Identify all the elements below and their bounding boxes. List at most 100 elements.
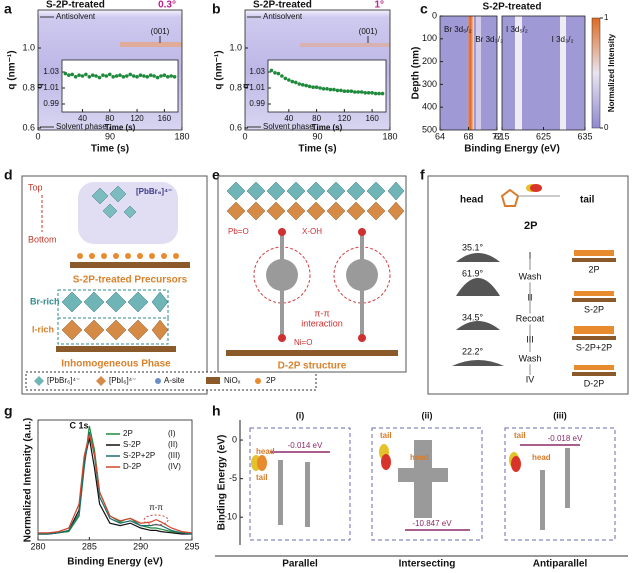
point	[283, 76, 288, 81]
map-band	[467, 16, 474, 130]
panel-h-icons	[251, 444, 580, 531]
y-tick-label: 1.03	[43, 67, 59, 76]
label: Ni=O	[294, 338, 312, 347]
substrate	[70, 262, 190, 268]
y-tick-label: 400	[422, 102, 437, 112]
x-axis-label: Time (s)	[105, 123, 136, 132]
y-tick-label: 1.0	[229, 42, 242, 52]
point	[128, 72, 133, 77]
point	[318, 86, 322, 90]
point	[321, 87, 326, 91]
point	[280, 74, 284, 78]
point	[77, 73, 81, 77]
halo: Wash	[519, 353, 542, 363]
panel-letter: a	[4, 1, 12, 17]
legend-label: D-2P	[123, 462, 141, 471]
point	[335, 88, 340, 93]
chart-subtitle: 1°	[374, 0, 384, 11]
energy-label: -0.014 eV	[288, 441, 323, 450]
y-axis-label: q (nm⁻¹)	[7, 50, 18, 89]
x-axis-label: Time (s)	[298, 144, 336, 155]
point	[87, 75, 92, 79]
br-lattice	[61, 291, 169, 313]
y-tick-label: 0.99	[43, 99, 59, 108]
y-tick-label: 0.8	[229, 82, 242, 92]
point	[273, 71, 277, 75]
step: II	[527, 292, 532, 302]
point	[366, 91, 371, 95]
panel-letter: e	[212, 167, 220, 183]
legend-label: NiOₓ	[224, 376, 241, 385]
chart-subtitle: 0.3°	[158, 0, 176, 11]
point	[114, 74, 119, 78]
y-axis-label: Binding Energy (eV)	[217, 435, 228, 531]
tail-label: tail	[514, 431, 526, 440]
point	[373, 91, 378, 96]
point	[325, 87, 329, 91]
point	[131, 74, 136, 78]
label: interaction	[301, 318, 343, 328]
x-tick-label: 80	[312, 114, 321, 123]
label: [PbBr₆]⁴⁻	[136, 187, 172, 196]
x-axis-label: Time (s)	[91, 144, 129, 155]
point	[94, 74, 98, 78]
lattice	[226, 181, 405, 201]
point	[135, 75, 139, 79]
label: S-2P-treated Precursors	[73, 275, 188, 286]
point	[159, 74, 163, 78]
icon	[530, 184, 542, 192]
x-tick-label: 285	[82, 541, 97, 551]
colorbar-tick-label: 0	[604, 123, 609, 132]
y-axis-label: q	[35, 83, 44, 88]
legend-label: S-2P+2P	[123, 451, 155, 460]
legend-label: [PbBr₆]⁴⁻	[47, 376, 80, 385]
x-tick-label: 160	[365, 114, 379, 123]
point	[314, 85, 319, 89]
y-tick-label: 1.01	[43, 83, 59, 92]
map-band	[515, 16, 522, 130]
point	[67, 73, 71, 77]
action: Wash	[519, 271, 542, 281]
panel-letter: h	[212, 403, 221, 419]
point	[165, 75, 170, 79]
label: Bottom	[28, 234, 57, 244]
substrate	[56, 346, 176, 352]
x-tick-label: 40	[78, 114, 87, 123]
point	[138, 73, 143, 77]
box	[249, 427, 351, 541]
y-axis-label: q (nm⁻¹)	[214, 50, 225, 89]
point	[332, 87, 336, 92]
x-tick-label: 295	[184, 541, 199, 551]
y-tick-label: 0.99	[249, 99, 265, 108]
point	[328, 87, 333, 92]
point	[370, 91, 374, 95]
point	[359, 90, 364, 94]
x-tick-label: 0	[242, 131, 247, 141]
point	[290, 79, 295, 84]
x-tick-label: 64	[435, 131, 445, 141]
substrates	[572, 258, 616, 376]
panel-letter: f	[420, 167, 425, 183]
legend-label: A-site	[164, 376, 185, 385]
point	[276, 71, 281, 76]
y-tick-label: 0	[432, 10, 437, 20]
point	[287, 78, 291, 82]
annotation: Antisolvent	[56, 12, 96, 21]
point	[297, 82, 302, 86]
oxygen	[278, 228, 366, 342]
x-tick-label: 68	[463, 131, 473, 141]
point	[380, 91, 385, 96]
highlight	[143, 514, 169, 526]
configuration: Antiparallel	[533, 559, 588, 570]
y-tick-label: 1.01	[249, 83, 265, 92]
point	[339, 88, 343, 93]
configuration: Parallel	[282, 559, 318, 570]
sample: 2P	[588, 264, 599, 274]
annotation: I 3d₃/₂	[552, 35, 574, 44]
colorbar-label: Normalized Intensity	[607, 33, 616, 112]
colorbar-tick-label: 1	[604, 13, 609, 22]
legend-label: [PbI₆]⁴⁻	[109, 376, 136, 385]
ligands	[77, 253, 179, 259]
point	[363, 91, 367, 95]
x-tick-label: 290	[133, 541, 148, 551]
